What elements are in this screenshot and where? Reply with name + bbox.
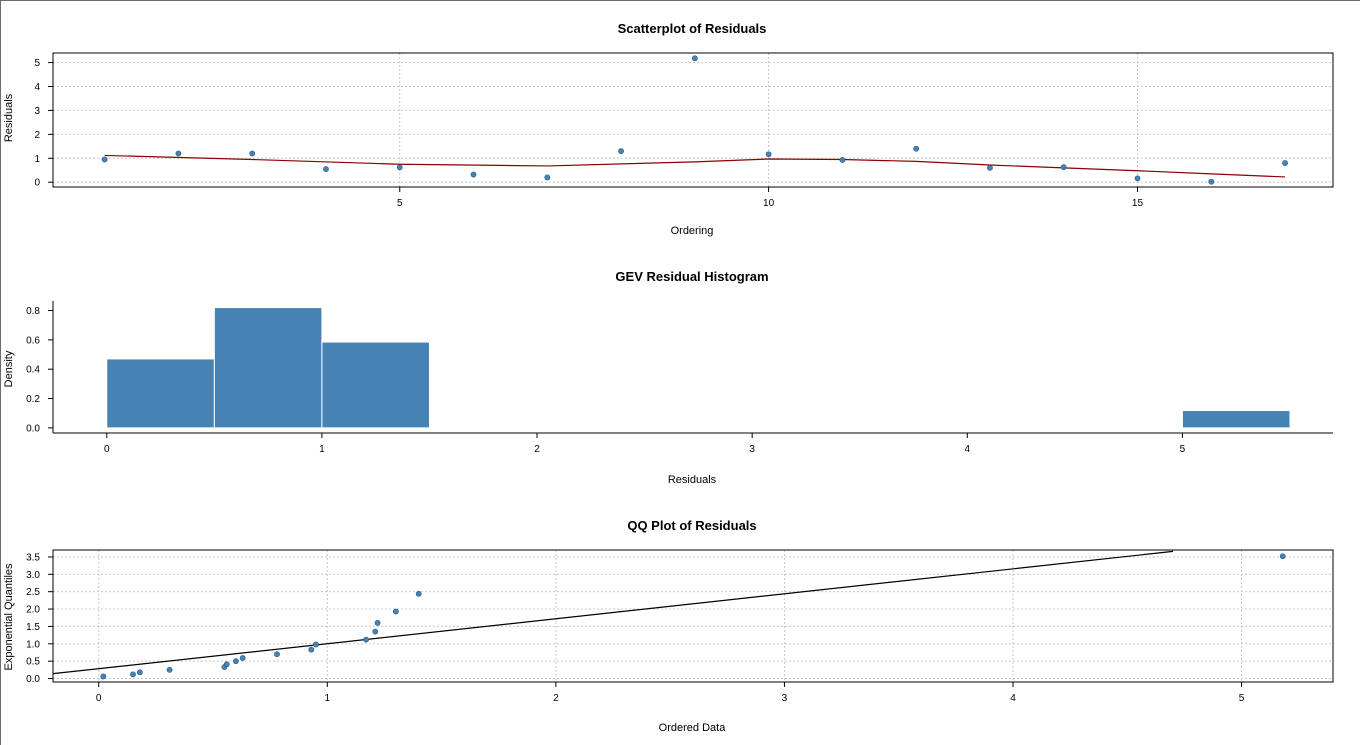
data-point — [1134, 175, 1141, 182]
plot-frame — [52, 549, 1334, 683]
x-tick-label: 5 — [1239, 693, 1245, 704]
y-tick-label: 0.0 — [26, 674, 40, 685]
plot-frame — [52, 52, 1334, 188]
qq-plot-ylabel: Exponential Quantiles — [3, 563, 15, 671]
x-tick-label: 4 — [1010, 693, 1016, 704]
data-point — [308, 646, 315, 653]
data-layer — [101, 55, 1288, 185]
data-point — [396, 164, 403, 171]
data-point — [374, 620, 381, 626]
qq-reference-line — [53, 550, 1174, 675]
data-point — [415, 590, 422, 597]
data-layer — [53, 550, 1286, 680]
x-tick-label: 15 — [1132, 198, 1144, 209]
data-point — [223, 661, 230, 668]
y-tick-label: 0.8 — [26, 306, 40, 317]
histogram-bar — [321, 341, 430, 429]
qq-plot-xlabel: Ordered Data — [659, 722, 727, 734]
histogram-ylabel: Density — [3, 350, 15, 387]
y-tick-label: 4 — [34, 82, 40, 93]
data-point — [363, 636, 370, 643]
data-point — [1208, 178, 1215, 185]
y-tick-label: 0.0 — [26, 423, 40, 434]
y-tick-label: 3.0 — [26, 570, 40, 581]
data-point — [100, 673, 107, 680]
data-point — [392, 608, 399, 615]
x-tick-label: 2 — [553, 693, 559, 704]
x-tick-label: 5 — [397, 198, 403, 209]
data-point — [274, 651, 280, 658]
x-tick-label: 1 — [319, 444, 325, 455]
data-point — [544, 174, 551, 181]
data-point — [372, 628, 379, 635]
x-tick-label: 3 — [749, 444, 755, 455]
data-point — [166, 666, 173, 673]
y-tick-label: 0.6 — [26, 335, 40, 346]
data-point — [987, 164, 993, 171]
data-point — [130, 671, 136, 678]
data-point — [839, 157, 846, 163]
y-tick-label: 0.2 — [26, 394, 40, 405]
x-tick-label: 2 — [534, 444, 540, 455]
scatterplot-ylabel: Residuals — [3, 93, 15, 142]
x-tick-label: 0 — [104, 444, 110, 455]
data-point — [470, 171, 477, 178]
data-point — [312, 641, 319, 648]
y-tick-label: 1.0 — [26, 639, 40, 650]
data-point — [691, 55, 698, 62]
scatterplot-title: Scatterplot of Residuals — [618, 21, 767, 36]
qq-plot-panel: QQ Plot of Residuals Ordered Data Expone… — [3, 518, 1334, 734]
x-tick-label: 10 — [763, 198, 775, 209]
qq-plot-title: QQ Plot of Residuals — [627, 518, 756, 533]
data-layer — [106, 307, 1291, 429]
data-point — [232, 658, 239, 665]
y-tick-label: 0.5 — [26, 657, 40, 668]
data-point — [101, 156, 108, 163]
y-tick-label: 0 — [34, 178, 40, 189]
data-point — [323, 166, 329, 172]
y-tick-label: 2.0 — [26, 605, 40, 616]
scatterplot-panel: Scatterplot of Residuals Ordering Residu… — [3, 21, 1334, 237]
data-point — [1060, 164, 1067, 171]
x-tick-label: 4 — [965, 444, 971, 455]
y-tick-label: 0.4 — [26, 365, 40, 376]
data-point — [913, 145, 920, 152]
y-tick-label: 2.5 — [26, 587, 40, 598]
data-point — [175, 150, 182, 157]
data-point — [1279, 553, 1286, 560]
x-tick-label: 3 — [782, 693, 788, 704]
histogram-title: GEV Residual Histogram — [615, 269, 768, 284]
scatterplot-xlabel: Ordering — [671, 225, 714, 237]
data-point — [618, 148, 624, 155]
data-point — [239, 655, 246, 661]
x-tick-label: 1 — [325, 693, 331, 704]
y-tick-label: 1.5 — [26, 622, 40, 633]
data-point — [136, 669, 143, 676]
x-tick-label: 0 — [96, 693, 102, 704]
x-tick-label: 5 — [1180, 444, 1186, 455]
histogram-bar — [213, 307, 323, 429]
histogram-bar — [1181, 410, 1291, 429]
y-tick-label: 2 — [34, 130, 40, 141]
histogram-panel: GEV Residual Histogram Residuals Density… — [3, 269, 1333, 486]
data-point — [765, 151, 772, 158]
y-tick-label: 3.5 — [26, 552, 40, 563]
data-point — [1282, 160, 1288, 166]
y-tick-label: 1 — [34, 154, 40, 165]
histogram-bar — [106, 358, 215, 429]
histogram-xlabel: Residuals — [668, 474, 717, 486]
y-tick-label: 5 — [34, 58, 40, 69]
y-tick-label: 3 — [34, 106, 40, 117]
data-point — [249, 150, 256, 157]
